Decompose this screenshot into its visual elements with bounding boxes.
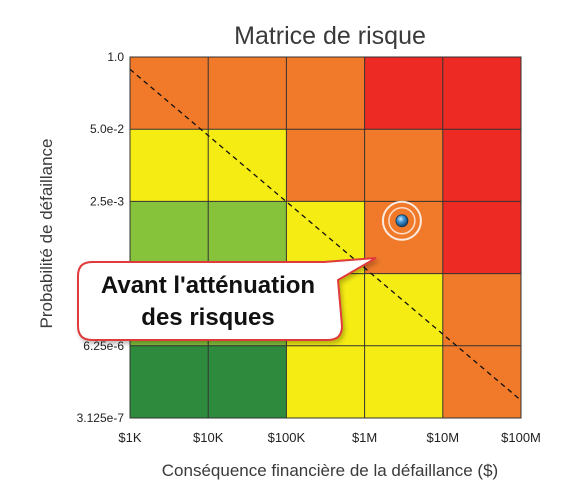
- x-tick-label: $10M: [427, 430, 460, 445]
- risk-point: [395, 214, 409, 228]
- plot-border: [129, 56, 522, 419]
- x-tick-label: $100K: [268, 430, 306, 445]
- matrix-cell: [130, 129, 209, 202]
- matrix-cell: [364, 345, 443, 418]
- matrix-cell: [364, 201, 443, 274]
- matrix-cell: [286, 57, 365, 130]
- callout-text-line1: Avant l'atténuation: [101, 272, 315, 299]
- risk-threshold-line: [129, 68, 522, 401]
- matrix-cell: [130, 345, 209, 418]
- matrix-cell: [364, 273, 443, 346]
- matrix-cell: [442, 201, 521, 274]
- matrix-cell: [364, 57, 443, 130]
- x-tick-label: $10K: [193, 430, 224, 445]
- matrix-cell: [286, 129, 365, 202]
- matrix-cell: [442, 273, 521, 346]
- matrix-cell: [442, 129, 521, 202]
- y-tick-label: 3.125e-7: [77, 411, 125, 425]
- matrix-cell: [208, 57, 287, 130]
- callout-text-line2: des risques: [141, 304, 274, 331]
- matrix-cell: [442, 57, 521, 130]
- matrix-cell: [208, 129, 287, 202]
- matrix-cell: [442, 345, 521, 418]
- x-axis-label: Conséquence financière de la défaillance…: [162, 461, 498, 480]
- matrix-cell: [286, 345, 365, 418]
- matrix-cell: [364, 129, 443, 202]
- x-tick-label: $1K: [118, 430, 141, 445]
- y-tick-label: 1.0: [107, 50, 124, 64]
- y-tick-label: 6.25e-6: [83, 339, 124, 353]
- x-tick-label: $1M: [352, 430, 377, 445]
- y-tick-label: 2.5e-3: [90, 194, 124, 208]
- y-tick-label: 5.0e-2: [90, 122, 124, 136]
- matrix-cell: [130, 57, 209, 130]
- callout-bubble: [77, 257, 377, 341]
- y-axis-label: Probabilité de défaillance: [37, 139, 56, 329]
- chart-title: Matrice de risque: [234, 22, 426, 50]
- matrix-cell: [208, 345, 287, 418]
- risk-point-halo-outer: [381, 200, 422, 241]
- x-tick-label: $100M: [501, 430, 541, 445]
- risk-point-halo-inner: [388, 207, 416, 235]
